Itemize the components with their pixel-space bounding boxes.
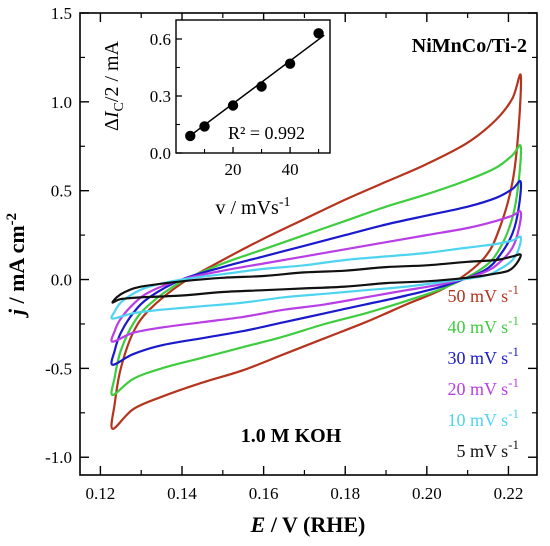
electrolyte-label: 1.0 M KOH — [241, 425, 342, 447]
inset-y-axis-title: ΔIC/2 / mA — [101, 40, 127, 131]
x-tick-label: 0.14 — [167, 484, 197, 503]
inset-y-tick-label: 0.3 — [150, 87, 171, 106]
inset-point-4 — [284, 58, 296, 69]
inset-frame — [175, 19, 331, 154]
x-tick-label: 0.12 — [86, 484, 116, 503]
y-tick-label: 0.0 — [51, 271, 72, 290]
y-tick-label: 1.5 — [51, 4, 72, 23]
x-tick-label: 0.16 — [249, 484, 279, 503]
legend-entry-1: 40 mV s-1 — [447, 313, 519, 337]
legend-entry-3: 20 mV s-1 — [447, 375, 519, 399]
legend: 50 mV s-1 40 mV s-1 30 mV s-1 20 mV s-1 10 m… — [447, 282, 519, 461]
legend-entry-0: 50 mV s-1 — [447, 282, 519, 306]
sample-label: NiMnCo/Ti-2 — [412, 35, 527, 57]
cv-series-1 — [110, 144, 523, 397]
y-tick-label: 0.5 — [51, 182, 72, 201]
inset-point-5 — [313, 28, 324, 39]
cv-series-0 — [110, 73, 523, 430]
inset-x-axis-title: v / mVs-1 — [215, 195, 290, 219]
y-tick-label: -0.5 — [45, 359, 72, 378]
inset-fit-line — [186, 34, 325, 139]
legend-entry-5: 5 mV s-1 — [456, 437, 519, 461]
cv-series-5 — [111, 253, 522, 304]
cv-curves — [110, 73, 523, 430]
main-axis-ticks: 0.12 0.14 0.16 0.18 0.20 0.22 -1.0 -0.5 0.0 0.5 1.… — [45, 4, 537, 503]
inset-x-tick-label: 40 — [282, 160, 299, 179]
x-tick-label: 0.22 — [494, 484, 524, 503]
x-axis-title: E / V (RHE) — [250, 512, 366, 537]
main-plot-frame — [79, 12, 538, 476]
inset-point-1 — [199, 121, 210, 132]
inset-r-squared: R² = 0.992 — [228, 123, 305, 143]
y-axis-title: j / mA cm-2 — [4, 213, 29, 318]
cv-series-4 — [110, 235, 523, 320]
inset-point-0 — [185, 130, 196, 142]
x-tick-label: 0.20 — [412, 484, 442, 503]
inset-point-3 — [256, 81, 267, 92]
y-tick-label: 1.0 — [51, 93, 72, 112]
legend-entry-4: 10 mV s-1 — [447, 406, 519, 430]
inset-y-tick-label: 0.6 — [150, 30, 171, 49]
legend-entry-2: 30 mV s-1 — [447, 344, 519, 368]
y-tick-label: -1.0 — [45, 448, 72, 467]
inset-axis-ticks: 20 40 0.0 0.3 0.6 — [150, 30, 320, 179]
inset-x-tick-label: 20 — [225, 160, 242, 179]
inset-points — [185, 28, 324, 142]
x-tick-label: 0.18 — [330, 484, 360, 503]
inset-point-2 — [227, 100, 239, 111]
inset-plot: 20 40 0.0 0.3 0.6 R² = 0.992 ΔIC/2 / mA v / … — [101, 19, 331, 219]
inset-y-tick-label: 0.0 — [150, 144, 171, 163]
